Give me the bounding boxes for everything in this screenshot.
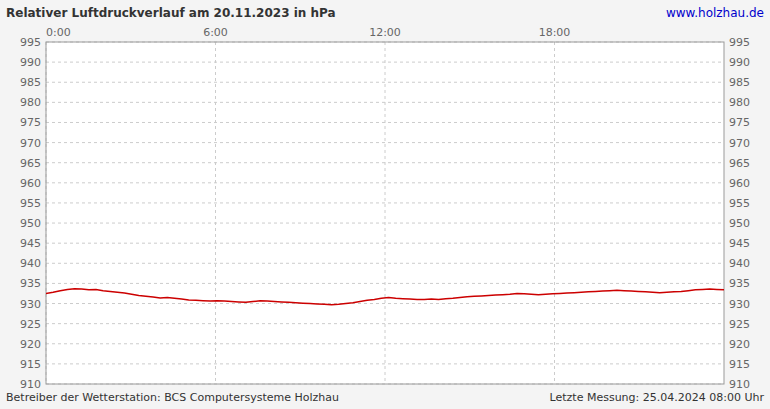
x-grid-line <box>554 42 555 384</box>
data-group <box>46 289 724 305</box>
x-tick-label: 18:00 <box>539 26 571 39</box>
y-grid-line <box>46 82 724 83</box>
x-tick-label: 0:00 <box>46 26 71 39</box>
y-tick-label-right: 960 <box>729 177 750 190</box>
y-tick-label-right: 920 <box>729 338 750 351</box>
y-tick-label: 950 <box>20 217 41 230</box>
plot-area <box>46 42 724 384</box>
y-grid-line <box>46 142 724 143</box>
x-grid-line <box>385 42 386 384</box>
y-tick-label-right: 935 <box>729 277 750 290</box>
x-tick-label: 6:00 <box>203 26 228 39</box>
footer-left: Betreiber der Wetterstation: BCS Compute… <box>6 391 339 404</box>
chart-container: 910 910 915 915 920 920 925 925 930 930 935 935 940 9… <box>0 0 770 409</box>
x-tick-label: 12:00 <box>369 26 401 39</box>
y-tick-label-right: 990 <box>729 56 750 69</box>
subtitle: www.holzhau.de <box>666 6 764 20</box>
y-tick-label: 915 <box>20 358 41 371</box>
y-grid-line <box>46 323 724 324</box>
y-grid-line <box>46 263 724 264</box>
y-tick-label: 995 <box>20 36 41 49</box>
y-tick-label-right: 955 <box>729 197 750 210</box>
y-tick-label-right: 925 <box>729 318 750 331</box>
y-tick-label-right: 965 <box>729 157 750 170</box>
y-tick-label: 945 <box>20 237 41 250</box>
y-grid-line <box>46 363 724 364</box>
x-grid-line <box>215 42 216 384</box>
y-tick-label: 965 <box>20 157 41 170</box>
y-tick-label-right: 985 <box>729 76 750 89</box>
chart: 910 910 915 915 920 920 925 925 930 930 935 935 940 9… <box>0 0 770 409</box>
y-tick-label: 985 <box>20 76 41 89</box>
y-tick-label: 925 <box>20 318 41 331</box>
title: Relativer Luftdruckverlauf am 20.11.2023… <box>6 6 336 20</box>
y-tick-label: 940 <box>20 257 41 270</box>
y-tick-label-right: 930 <box>729 298 750 311</box>
y-tick-label-right: 910 <box>729 378 750 391</box>
y-tick-label-right: 980 <box>729 96 750 109</box>
y-tick-label: 960 <box>20 177 41 190</box>
y-tick-label: 980 <box>20 96 41 109</box>
y-tick-label-right: 970 <box>729 137 750 150</box>
y-tick-label-right: 950 <box>729 217 750 230</box>
y-tick-label: 920 <box>20 338 41 351</box>
y-tick-label-right: 995 <box>729 36 750 49</box>
y-tick-label: 955 <box>20 197 41 210</box>
y-grid-line <box>46 303 724 304</box>
y-tick-label: 970 <box>20 137 41 150</box>
y-tick-label-right: 975 <box>729 116 750 129</box>
y-tick-label-right: 940 <box>729 257 750 270</box>
plot-frame <box>46 42 724 384</box>
y-grid-line <box>46 202 724 203</box>
y-tick-label-right: 945 <box>729 237 750 250</box>
y-tick-label: 910 <box>20 378 41 391</box>
y-tick-label: 935 <box>20 277 41 290</box>
pressure-line <box>46 289 724 305</box>
y-tick-label: 930 <box>20 298 41 311</box>
footer-right: Letzte Messung: 25.04.2024 08:00 Uhr <box>550 391 765 404</box>
y-tick-label-right: 915 <box>729 358 750 371</box>
y-tick-label: 990 <box>20 56 41 69</box>
y-tick-label: 975 <box>20 116 41 129</box>
